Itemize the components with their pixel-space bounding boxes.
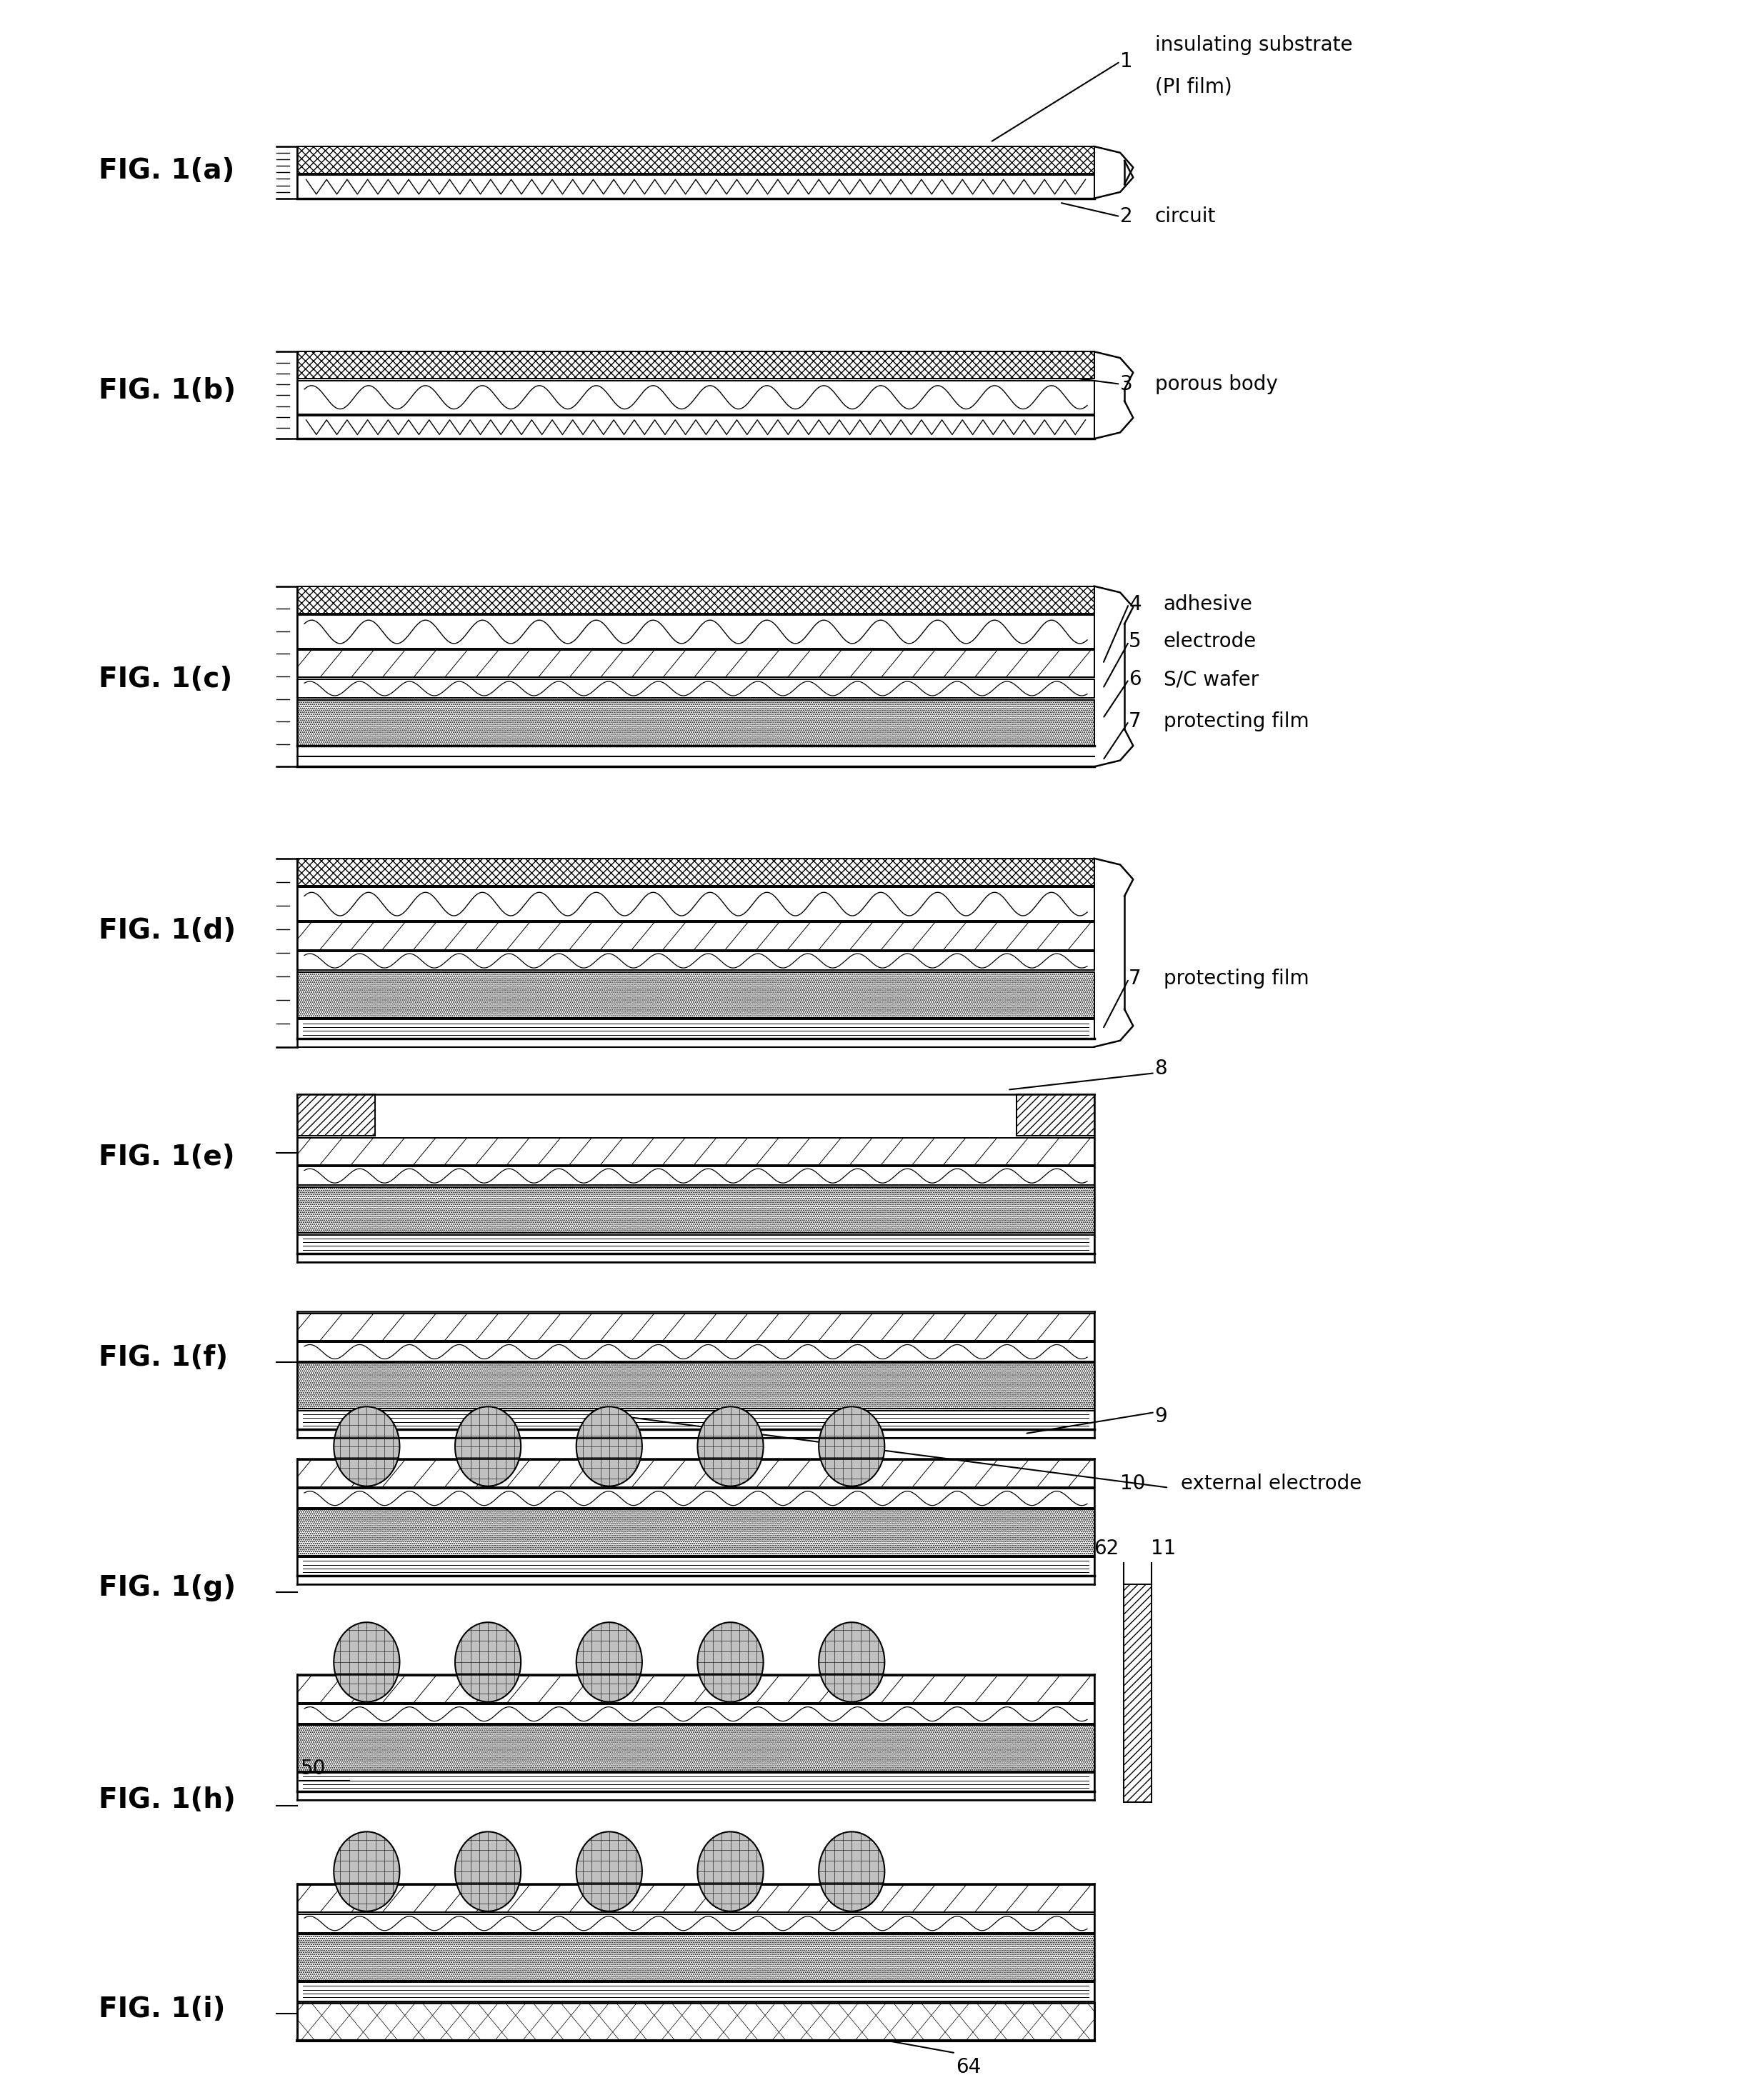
Text: 7: 7 [1128,968,1142,989]
Circle shape [577,1407,641,1487]
Text: 11: 11 [1151,1539,1177,1558]
Text: FIG. 1(b): FIG. 1(b) [99,376,235,403]
Circle shape [577,1623,641,1701]
Polygon shape [297,615,1095,649]
Polygon shape [297,1558,1095,1575]
Polygon shape [297,1342,1095,1361]
Polygon shape [297,1772,1095,1791]
Circle shape [455,1623,521,1701]
Polygon shape [297,1676,1095,1703]
Text: adhesive: adhesive [1163,594,1253,613]
Polygon shape [1017,1094,1095,1136]
Polygon shape [297,1166,1095,1184]
Circle shape [455,1831,521,1911]
Circle shape [334,1623,400,1701]
Polygon shape [297,1510,1095,1556]
Circle shape [334,1831,400,1911]
Text: FIG. 1(g): FIG. 1(g) [99,1575,235,1602]
Circle shape [697,1407,763,1487]
Text: 8: 8 [1154,1058,1168,1079]
Polygon shape [297,380,1095,414]
Text: FIG. 1(h): FIG. 1(h) [99,1787,235,1812]
Polygon shape [297,416,1095,439]
Text: 6: 6 [1128,670,1142,689]
Polygon shape [297,651,1095,678]
Text: 3: 3 [1121,374,1133,395]
Circle shape [819,1407,885,1487]
Text: FIG. 1(a): FIG. 1(a) [99,158,235,185]
Text: 5: 5 [1128,632,1142,651]
Text: 62: 62 [1093,1539,1119,1558]
Polygon shape [297,1363,1095,1409]
Polygon shape [297,859,1095,886]
Polygon shape [297,1186,1095,1233]
Polygon shape [297,1934,1095,1980]
Polygon shape [297,972,1095,1018]
Polygon shape [297,1489,1095,1508]
Polygon shape [297,1705,1095,1724]
Polygon shape [297,951,1095,970]
Circle shape [819,1831,885,1911]
Polygon shape [297,922,1095,949]
Text: FIG. 1(e): FIG. 1(e) [99,1142,235,1170]
Polygon shape [297,1235,1095,1254]
Circle shape [697,1623,763,1701]
Polygon shape [297,1460,1095,1487]
Polygon shape [297,147,1095,174]
Polygon shape [1123,1583,1151,1802]
Text: S/C wafer: S/C wafer [1163,670,1258,689]
Text: 7: 7 [1128,712,1142,731]
Text: protecting film: protecting film [1163,968,1309,989]
Polygon shape [297,1724,1095,1770]
Polygon shape [297,586,1095,613]
Text: electrode: electrode [1163,632,1257,651]
Text: 64: 64 [956,2058,980,2077]
Polygon shape [297,1021,1095,1040]
Polygon shape [297,1312,1095,1340]
Text: 2: 2 [1121,206,1133,227]
Polygon shape [297,1886,1095,1913]
Text: FIG. 1(d): FIG. 1(d) [99,918,235,945]
Text: FIG. 1(c): FIG. 1(c) [99,666,231,693]
Text: FIG. 1(i): FIG. 1(i) [99,1995,224,2022]
Polygon shape [297,1411,1095,1430]
Polygon shape [297,1094,375,1136]
Text: porous body: porous body [1154,374,1277,395]
Polygon shape [297,888,1095,920]
Polygon shape [297,1982,1095,2001]
Polygon shape [297,2003,1095,2041]
Text: protecting film: protecting film [1163,712,1309,731]
Polygon shape [297,1138,1095,1166]
Polygon shape [297,351,1095,378]
Polygon shape [1017,1094,1095,1136]
Text: 50: 50 [301,1758,327,1779]
Text: 4: 4 [1128,594,1142,613]
Circle shape [697,1831,763,1911]
Text: circuit: circuit [1154,206,1217,227]
Text: insulating substrate: insulating substrate [1154,36,1352,55]
Polygon shape [297,174,1095,197]
Text: 1: 1 [1121,52,1133,71]
Circle shape [819,1623,885,1701]
Circle shape [577,1831,641,1911]
Text: FIG. 1(f): FIG. 1(f) [99,1344,228,1371]
Circle shape [334,1407,400,1487]
Text: external electrode: external electrode [1180,1474,1361,1493]
Polygon shape [297,678,1095,697]
Text: (PI film): (PI film) [1154,78,1232,97]
Polygon shape [297,699,1095,746]
Polygon shape [297,1094,375,1136]
Circle shape [455,1407,521,1487]
Polygon shape [297,1913,1095,1932]
Text: 10: 10 [1121,1474,1145,1493]
Text: 9: 9 [1154,1407,1168,1426]
